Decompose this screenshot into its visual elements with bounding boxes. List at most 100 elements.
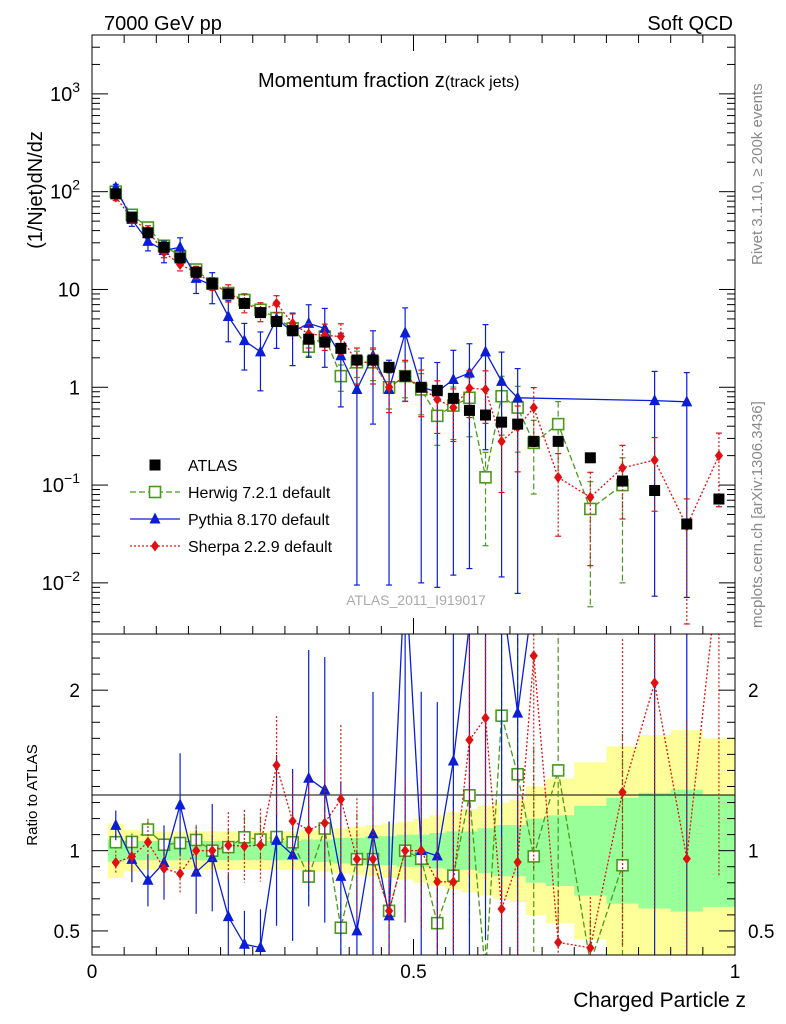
sherpa-line — [115, 196, 720, 528]
atlas-point — [222, 288, 234, 300]
sherpa-ratio-point — [618, 786, 627, 798]
rivet-label: Rivet 3.1.10, ≥ 200k events — [749, 83, 766, 265]
x-tick-label: 1 — [730, 962, 741, 983]
y-tick-label: 10−1 — [42, 470, 80, 497]
pythia-point — [496, 374, 508, 386]
atlas-data-series — [110, 188, 725, 530]
sherpa-point — [465, 382, 474, 394]
y-axis-label: (1/Njet)dN/dz — [25, 131, 47, 249]
atlas-point — [528, 435, 540, 447]
pythia-ratio-point — [238, 937, 250, 949]
legend-label: Herwig 7.2.1 default — [188, 485, 331, 502]
pythia-point — [512, 391, 524, 403]
legend-entry: Herwig 7.2.1 default — [130, 485, 331, 502]
sherpa-ratio-series — [111, 560, 723, 955]
sherpa-ratio-point — [352, 853, 362, 865]
atlas-point — [158, 241, 170, 253]
header-right: Soft QCD — [647, 13, 733, 35]
tick-labels: 10−2 10−1 1 10 102 103 0 0.5 1 0.5 0.5 1 1 2 2 — [42, 79, 775, 983]
atlas-point — [335, 342, 347, 354]
sherpa-ratio-point — [529, 650, 538, 662]
sherpa-ratio-point — [368, 853, 378, 865]
ratio-axis-label: Ratio to ATLAS — [24, 744, 41, 845]
pythia-point — [174, 240, 186, 252]
legend-label: Sherpa 2.2.9 default — [188, 539, 333, 556]
sherpa-ratio-point — [465, 734, 474, 746]
atlas-point — [174, 252, 186, 264]
sherpa-ratio-point — [288, 815, 297, 827]
atlas-point — [238, 297, 250, 309]
pythia-point — [303, 316, 315, 328]
pythia-ratio-point — [447, 754, 459, 766]
pythia-ratio-point — [110, 818, 122, 830]
sherpa-ratio-point — [715, 560, 723, 571]
herwig-ratio-line — [115, 715, 624, 955]
sherpa-ratio-point — [159, 863, 169, 875]
herwig-ratio-point — [141, 823, 155, 836]
atlas-point — [649, 484, 661, 496]
sherpa-ratio-point — [143, 836, 153, 848]
sherpa-ratio-point — [336, 793, 345, 805]
sherpa-ratio-point — [650, 677, 659, 689]
atlas-point — [142, 227, 154, 239]
header-left: 7000 GeV pp — [104, 13, 222, 35]
pythia-ratio-point — [335, 869, 347, 881]
ratio-tick-label: 1 — [69, 842, 80, 863]
legend-marker — [148, 485, 162, 499]
sherpa-point — [714, 450, 724, 462]
sherpa-ratio-point — [417, 845, 426, 857]
atlas-point — [616, 475, 628, 487]
pythia-ratio-point — [271, 833, 283, 845]
pythia-point — [254, 345, 266, 357]
sherpa-ratio-point — [586, 942, 595, 954]
sherpa-ratio-point — [481, 712, 490, 724]
pythia-ratio-point — [512, 706, 524, 718]
x-axis-label: Charged Particle z — [573, 989, 746, 1012]
sherpa-point — [272, 297, 281, 309]
pythia-ratio-line — [115, 634, 529, 949]
sherpa-ratio-point — [497, 903, 506, 915]
atlas-point — [480, 409, 492, 421]
sherpa-ratio-point — [304, 824, 313, 836]
axis-ticks — [91, 34, 736, 955]
atlas-point — [351, 354, 363, 366]
sherpa-point — [529, 402, 538, 414]
atlas-point — [303, 333, 315, 345]
pythia-ratio-point — [351, 924, 363, 936]
atlas-point — [552, 435, 564, 447]
sherpa-point — [586, 491, 595, 503]
sherpa-point — [336, 331, 345, 343]
y-tick-label: 10−2 — [42, 568, 80, 595]
atlas-point — [447, 392, 459, 404]
legend-label: Pythia 8.170 default — [188, 512, 330, 529]
atlas-point — [584, 452, 596, 464]
y-tick-label: 103 — [50, 79, 80, 106]
pythia-point — [142, 234, 154, 246]
pythia-ratio-point — [480, 295, 491, 306]
herwig-ratio-point — [480, 969, 491, 980]
ratio-panel-series — [109, 295, 723, 980]
herwig-point — [479, 471, 492, 484]
legend-marker — [149, 512, 161, 524]
sherpa-point — [554, 471, 563, 483]
atlas-point — [512, 418, 524, 430]
atlas-point — [681, 518, 693, 530]
pythia-ratio-point — [367, 827, 379, 839]
pythia-point — [222, 309, 234, 321]
x-tick-label: 0.5 — [400, 962, 426, 983]
legend-entry: Pythia 8.170 default — [130, 512, 330, 529]
atlas-point — [271, 316, 283, 328]
sherpa-ratio-point — [192, 845, 201, 857]
sherpa-ratio-point — [682, 853, 691, 865]
sherpa-point — [449, 402, 458, 414]
pythia-ratio-point — [319, 783, 331, 795]
pythia-line — [115, 187, 687, 403]
legend-entry: ATLAS — [149, 458, 238, 475]
sherpa-ratio-point — [111, 857, 120, 869]
sherpa-point — [433, 393, 442, 405]
pythia-ratio-point — [254, 941, 266, 953]
atlas-point — [287, 325, 299, 337]
atlas-point — [496, 416, 508, 428]
legend-label: ATLAS — [188, 458, 238, 475]
